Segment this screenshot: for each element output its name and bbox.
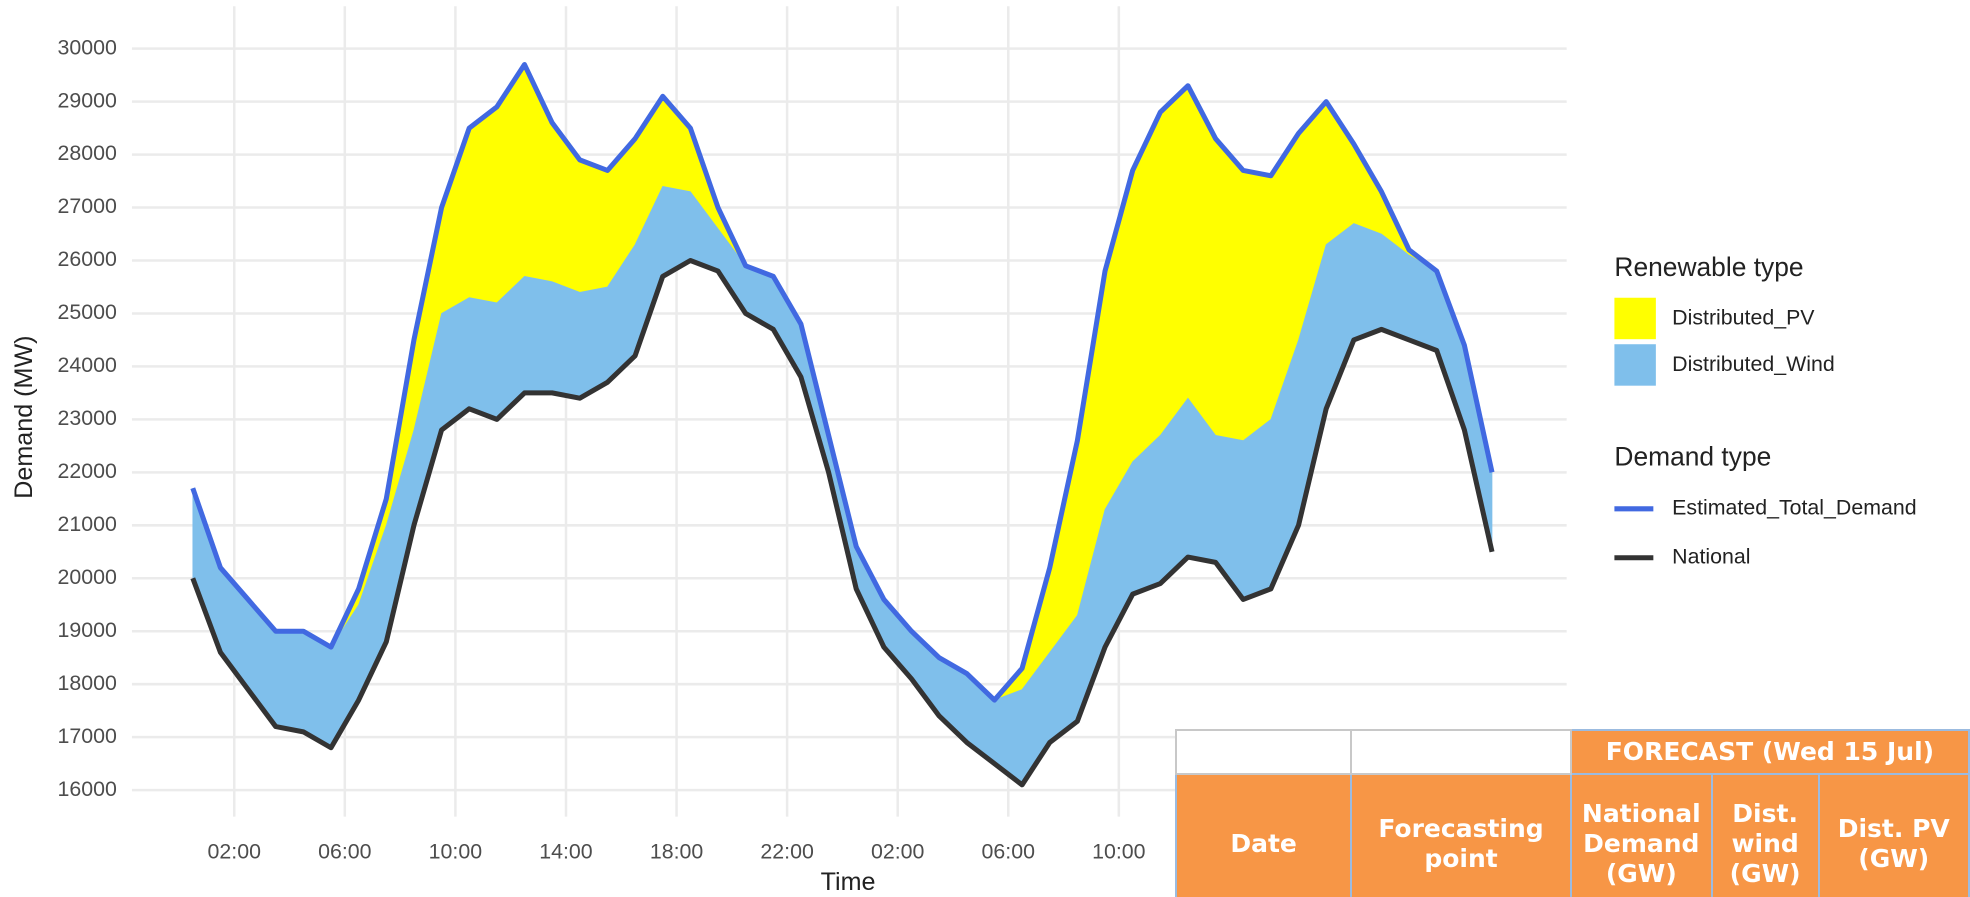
y-axis-title: Demand (MW) — [10, 335, 38, 498]
y-tick-label: 18000 — [58, 671, 117, 695]
header-cell: Dist. PV (GW) — [1817, 773, 1970, 897]
y-tick-label: 23000 — [58, 406, 117, 430]
y-tick-label: 20000 — [58, 565, 117, 589]
y-tick-label: 28000 — [58, 141, 117, 165]
header-cell: Dist. wind (GW) — [1710, 773, 1820, 897]
x-tick-label: 06:00 — [982, 840, 1036, 864]
legend-title: Demand type — [1614, 442, 1771, 472]
legend-swatch — [1614, 297, 1656, 340]
x-tick-label: 10:00 — [1092, 840, 1146, 864]
y-tick-label: 29000 — [58, 88, 117, 112]
x-tick-label: 14:00 — [539, 840, 593, 864]
y-tick-label: 27000 — [58, 194, 117, 218]
legend-label: Distributed_PV — [1672, 306, 1815, 330]
legend-label: National — [1672, 544, 1750, 568]
empty-cell — [1174, 729, 1353, 775]
y-tick-label: 24000 — [58, 353, 117, 377]
x-axis-title: Time — [821, 868, 876, 896]
x-tick-label: 18:00 — [650, 840, 704, 864]
y-tick-label: 19000 — [58, 618, 117, 642]
legend-title: Renewable type — [1614, 252, 1803, 282]
line — [190, 62, 1495, 703]
y-tick-label: 17000 — [58, 724, 117, 748]
x-tick-label: 10:00 — [429, 840, 483, 864]
legend-swatch — [1614, 344, 1656, 386]
line — [190, 257, 1495, 788]
x-tick-label: 02:00 — [871, 840, 925, 864]
empty-cell — [1350, 729, 1572, 775]
super-header: FORECAST (Wed 15 Jul) — [1569, 729, 1970, 775]
y-tick-label: 21000 — [58, 512, 117, 536]
y-tick-label: 25000 — [58, 300, 117, 324]
x-tick-label: 06:00 — [318, 840, 372, 864]
y-tick-label: 26000 — [58, 247, 117, 271]
y-tick-label: 22000 — [58, 459, 117, 483]
y-tick-label: 16000 — [58, 777, 117, 801]
legend-label: Estimated_Total_Demand — [1672, 495, 1916, 519]
header-cell: Forecasting point — [1350, 773, 1572, 897]
header-cell: Date — [1174, 773, 1353, 897]
forecast-table: FORECAST (Wed 15 Jul) Date Forecasting p… — [1174, 729, 1970, 897]
header-cell: National Demand (GW) — [1569, 773, 1713, 897]
legend-label: Distributed_Wind — [1672, 352, 1835, 376]
y-tick-label: 30000 — [58, 35, 117, 59]
x-tick-label: 22:00 — [760, 840, 814, 864]
x-tick-label: 02:00 — [208, 840, 262, 864]
